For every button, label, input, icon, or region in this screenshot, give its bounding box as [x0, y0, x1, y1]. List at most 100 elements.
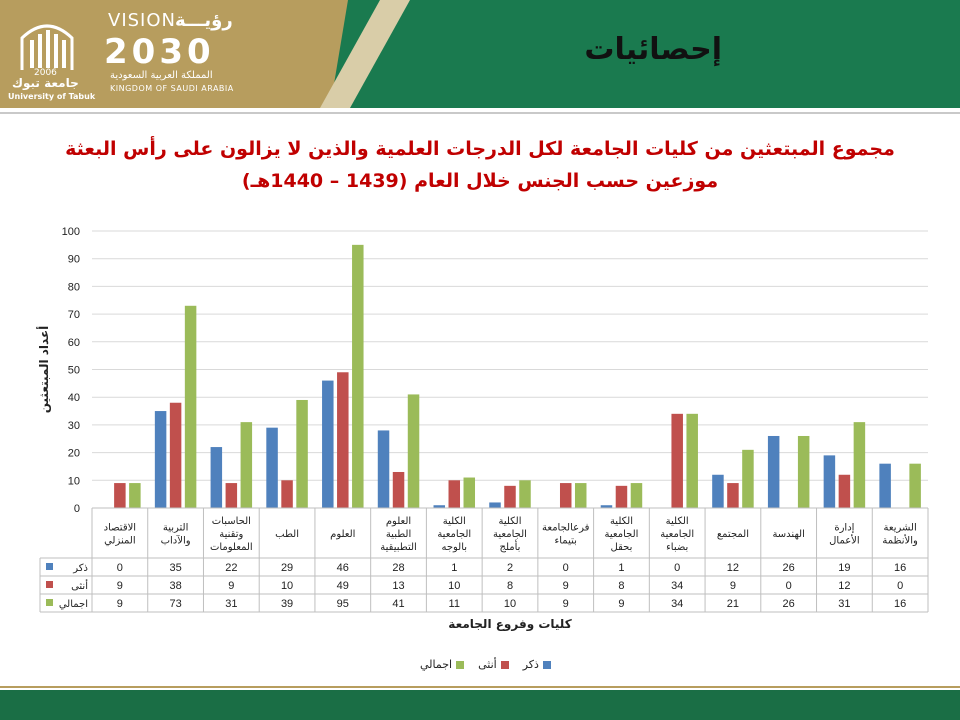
bar: [686, 413, 698, 508]
x-tick-label: إدارة: [834, 523, 854, 534]
x-tick-label: الكلية: [443, 516, 466, 527]
bar: [838, 474, 851, 508]
bar: [322, 380, 334, 508]
data-label: 34: [671, 598, 683, 610]
x-tick-label: الأعمال: [829, 534, 860, 547]
data-label: 10: [504, 598, 516, 610]
y-tick-label: 20: [68, 448, 80, 460]
x-tick-label: الجامعية: [493, 529, 527, 540]
bar: [727, 483, 739, 508]
data-label: 1: [451, 562, 457, 574]
data-label: 28: [392, 562, 404, 574]
bar: [712, 474, 724, 508]
legend-item-female: أنثى: [478, 658, 509, 671]
legend-label-total: اجمالي: [420, 658, 453, 671]
y-tick-label: 100: [62, 226, 80, 238]
data-label: 8: [618, 580, 624, 592]
bar: [519, 480, 531, 508]
kingdom-name-en: KINGDOM OF SAUDI ARABIA: [110, 84, 234, 93]
data-label: 9: [563, 598, 569, 610]
y-tick-label: 80: [68, 281, 80, 293]
data-label: 9: [563, 580, 569, 592]
y-tick-label: 10: [68, 475, 80, 487]
data-label: 11: [449, 598, 460, 610]
x-tick-label: فرعالجامعة: [542, 523, 590, 534]
x-tick-label: المنزلي: [104, 536, 136, 547]
y-tick-label: 60: [68, 337, 80, 349]
table-series-name: ذكر: [72, 563, 88, 574]
x-tick-label: بأملج: [500, 539, 521, 553]
bar: [377, 430, 390, 508]
data-label: 13: [392, 580, 404, 592]
x-tick-label: والأنظمة: [882, 534, 918, 547]
bar: [281, 480, 293, 508]
data-label: 9: [117, 598, 123, 610]
table-series-name: اجمالي: [59, 599, 88, 610]
data-label: 31: [225, 598, 237, 610]
bar: [489, 502, 501, 508]
bar: [574, 483, 587, 508]
bar: [184, 305, 197, 508]
page-title: إحصائيات: [584, 32, 722, 67]
table-legend-swatch: [46, 563, 53, 570]
x-tick-label: الكلية: [498, 516, 521, 527]
x-tick-label: الهندسة: [772, 529, 804, 540]
y-tick-label: 30: [68, 420, 80, 432]
bar: [615, 485, 628, 508]
data-label: 2: [507, 562, 513, 574]
chart-title-line-1: مجموع المبتعثين من كليات الجامعة لكل الد…: [65, 138, 895, 160]
bar: [823, 455, 836, 508]
y-tick-label: 90: [68, 254, 80, 266]
data-label: 9: [730, 580, 736, 592]
data-label: 26: [783, 598, 795, 610]
data-label: 73: [169, 598, 181, 610]
data-label: 19: [838, 562, 850, 574]
data-label: 0: [786, 580, 792, 592]
legend-swatch-total: [456, 660, 465, 669]
x-tick-label: الطبية: [386, 529, 411, 540]
bar: [909, 463, 921, 508]
data-label: 16: [894, 562, 906, 574]
x-tick-label: الحاسبات: [212, 516, 251, 527]
x-tick-label: وتقنية: [219, 529, 243, 540]
x-tick-label: التطبيقية: [380, 542, 417, 553]
data-label: 22: [225, 562, 237, 574]
data-label: 9: [228, 580, 234, 592]
data-label: 12: [838, 580, 850, 592]
data-label: 31: [838, 598, 850, 610]
vision-label-ar: رؤيـــة: [175, 10, 233, 31]
legend-label-female: أنثى: [478, 658, 497, 671]
data-label: 49: [337, 580, 349, 592]
vision-label-en: VISION: [108, 10, 176, 31]
university-year: 2006: [34, 68, 57, 78]
bar: [797, 435, 810, 508]
footer-divider: [0, 686, 960, 688]
data-label: 0: [563, 562, 569, 574]
x-tick-label: الجامعية: [660, 529, 694, 540]
data-label: 39: [281, 598, 293, 610]
bar: [225, 483, 238, 508]
y-tick-label: 0: [74, 503, 80, 515]
footer-band: [0, 690, 960, 720]
bar: [559, 483, 572, 508]
x-tick-label: والآداب: [161, 535, 191, 547]
bar: [433, 505, 446, 508]
y-tick-label: 50: [68, 365, 80, 377]
y-tick-label: 40: [68, 392, 80, 404]
x-tick-label: الجامعية: [605, 529, 639, 540]
data-label: 0: [897, 580, 903, 592]
data-label: 21: [727, 598, 739, 610]
bar: [407, 394, 420, 508]
data-label: 26: [783, 562, 795, 574]
bar: [463, 477, 476, 508]
bar: [296, 399, 308, 508]
x-tick-label: الكلية: [610, 516, 633, 527]
legend-item-total: اجمالي: [420, 658, 465, 671]
bar: [392, 471, 405, 508]
bar: [114, 483, 126, 508]
bar: [504, 485, 516, 508]
bar: [169, 402, 182, 508]
data-label: 34: [671, 580, 683, 592]
x-tick-label: الجامعية: [437, 529, 471, 540]
